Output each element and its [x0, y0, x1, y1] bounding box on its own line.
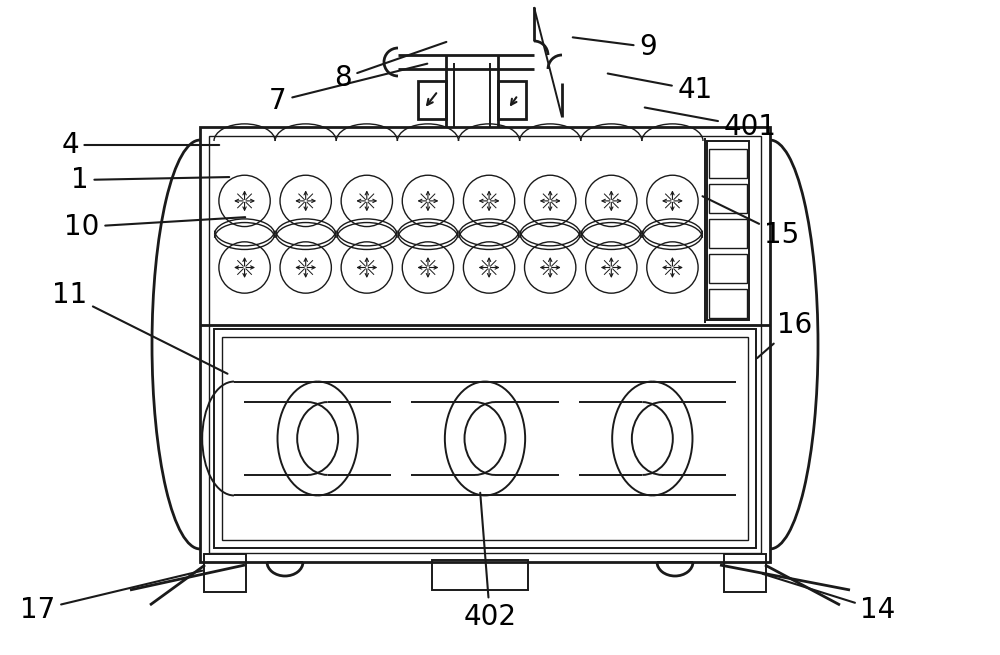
Bar	[709, 254, 747, 283]
Text: 15: 15	[702, 196, 800, 249]
Text: 9: 9	[573, 33, 657, 61]
Bar	[709, 184, 747, 213]
Text: 16: 16	[757, 311, 813, 358]
Bar	[724, 554, 766, 592]
Text: 401: 401	[645, 107, 776, 141]
Bar	[432, 560, 528, 590]
Text: 41: 41	[608, 73, 713, 104]
Bar	[222, 337, 748, 540]
Text: 10: 10	[64, 213, 245, 241]
Text: 1: 1	[71, 166, 229, 194]
Text: 14: 14	[763, 574, 896, 624]
Bar	[707, 141, 749, 320]
Bar	[709, 219, 747, 248]
Bar	[498, 81, 526, 119]
Text: 4: 4	[61, 131, 219, 159]
Bar	[209, 136, 761, 553]
Text: 8: 8	[334, 42, 446, 92]
Bar	[709, 290, 747, 318]
Bar	[214, 329, 756, 548]
Text: 7: 7	[269, 64, 427, 115]
Bar	[709, 149, 747, 178]
Text: 402: 402	[464, 493, 516, 631]
Text: 17: 17	[20, 571, 202, 624]
Bar	[200, 127, 770, 562]
Bar	[204, 554, 246, 592]
Text: 11: 11	[52, 281, 228, 374]
Bar	[418, 81, 446, 119]
